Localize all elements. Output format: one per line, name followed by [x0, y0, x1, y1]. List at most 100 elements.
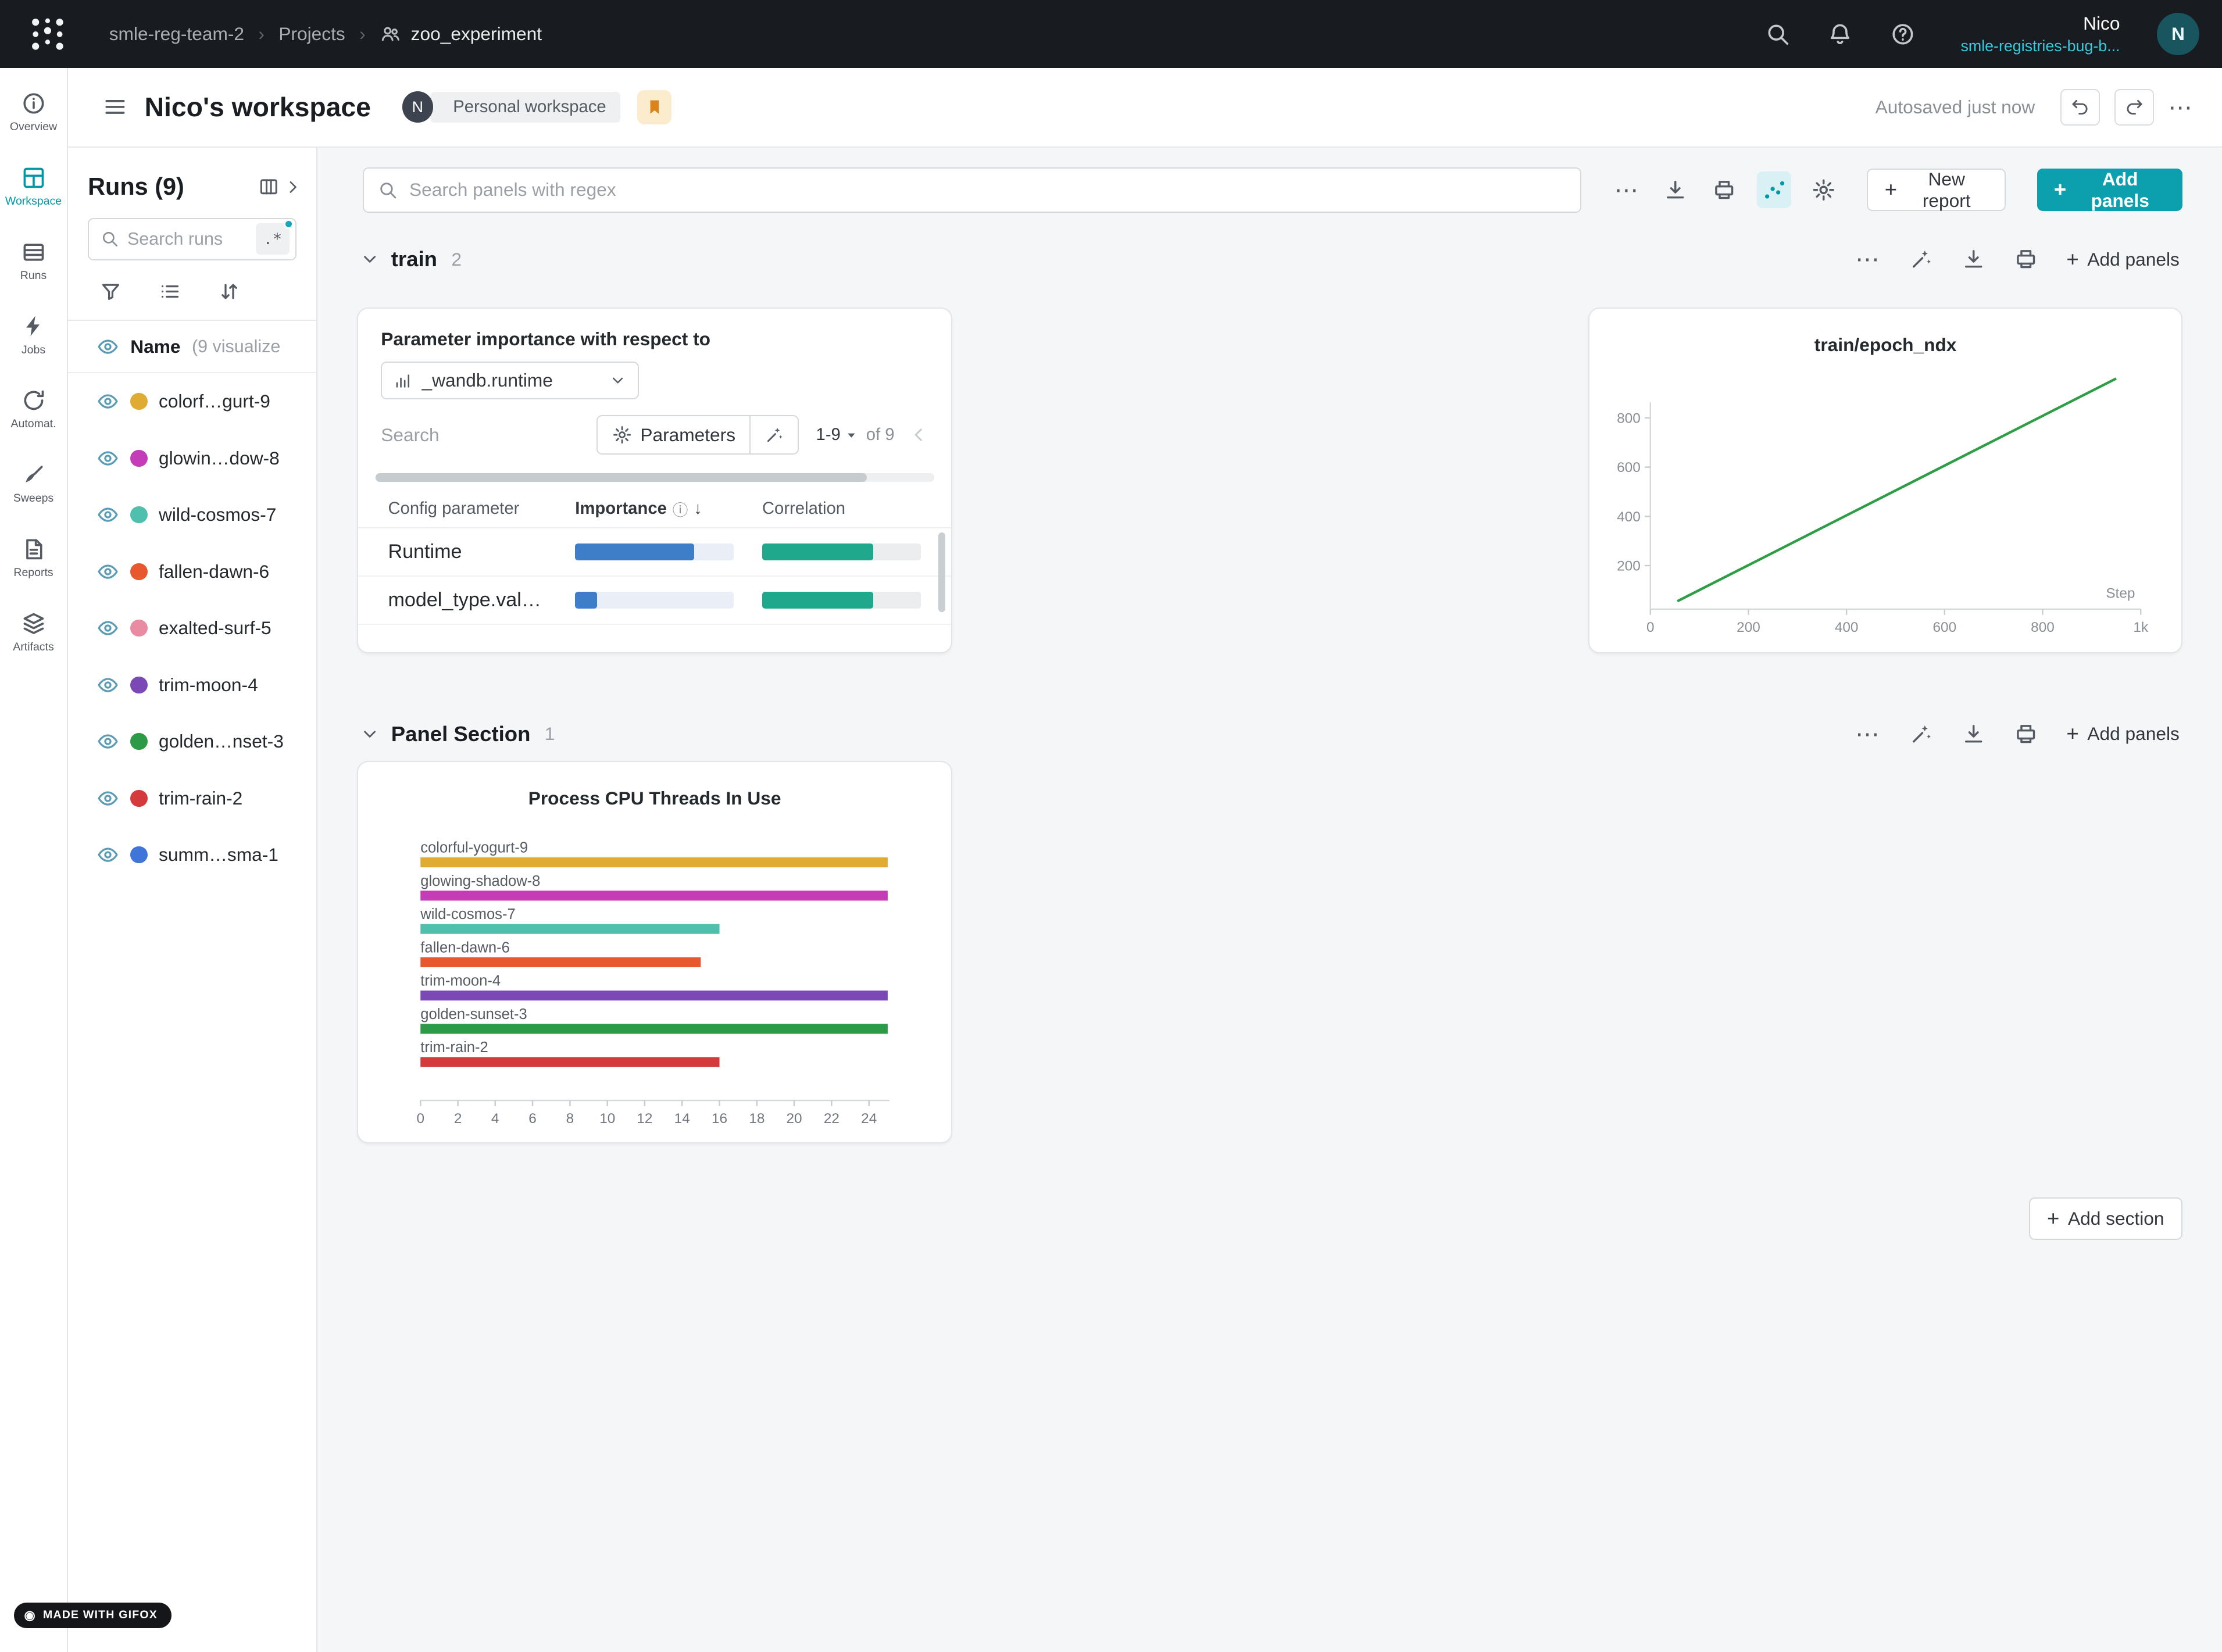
scrollbar-thumb[interactable]: [375, 473, 867, 482]
add-panels-button[interactable]: + Add panels: [2037, 169, 2182, 212]
wandb-logo-icon[interactable]: [28, 15, 67, 53]
pagination-range[interactable]: 1-9: [816, 425, 859, 445]
sort-desc-icon[interactable]: ↓: [694, 499, 702, 518]
scatter-view-icon[interactable]: [1756, 171, 1791, 209]
visibility-eye-icon[interactable]: [97, 503, 119, 526]
workspace-type-badge[interactable]: Personal workspace: [430, 92, 621, 123]
epoch-chart-panel[interactable]: train/epoch_ndx 200 400 600 800 0 200 400 600 80…: [1588, 307, 2182, 653]
menu-icon[interactable]: [102, 94, 128, 120]
parameters-button[interactable]: Parameters: [596, 415, 751, 455]
sidebar-item-jobs[interactable]: Jobs: [0, 313, 67, 356]
sidebar-item-sweeps[interactable]: Sweeps: [0, 462, 67, 505]
run-row[interactable]: colorf…gurt-9: [68, 373, 316, 430]
redo-button[interactable]: [2114, 88, 2155, 126]
pagination-prev-icon[interactable]: [909, 425, 928, 445]
correlation-column[interactable]: Correlation: [762, 499, 846, 518]
section-add-panels-button[interactable]: + Add panels: [2066, 721, 2180, 746]
cpu-threads-panel[interactable]: Process CPU Threads In Use colorful-yogu…: [357, 760, 952, 1144]
parameter-importance-panel[interactable]: Parameter importance with respect to _wa…: [357, 307, 952, 653]
export-icon[interactable]: [1660, 173, 1691, 207]
sidebar-item-overview[interactable]: Overview: [0, 91, 67, 134]
help-icon[interactable]: [1890, 22, 1916, 47]
metric-dropdown[interactable]: _wandb.runtime: [381, 361, 639, 400]
visibility-eye-icon[interactable]: [97, 674, 119, 696]
magic-wand-button[interactable]: [751, 415, 799, 455]
section-export-icon[interactable]: [1962, 247, 1985, 271]
search-runs-input[interactable]: [127, 228, 247, 249]
collapse-chevron-icon[interactable]: [360, 724, 380, 744]
visibility-eye-icon[interactable]: [97, 390, 119, 413]
vertical-scrollbar[interactable]: [938, 532, 946, 612]
gear-icon: [612, 425, 632, 445]
section-add-panels-button[interactable]: + Add panels: [2066, 246, 2180, 271]
breadcrumb-project[interactable]: zoo_experiment: [380, 23, 542, 45]
visibility-eye-icon[interactable]: [97, 730, 119, 753]
run-row[interactable]: fallen-dawn-6: [68, 543, 316, 600]
sidebar-item-reports[interactable]: Reports: [0, 537, 67, 580]
importance-column[interactable]: Importance ⓘ ↓: [575, 498, 762, 520]
search-icon[interactable]: [1765, 22, 1791, 47]
run-name: golden…nset-3: [159, 731, 284, 752]
importance-search-input[interactable]: [381, 424, 528, 446]
importance-row[interactable]: Runtime: [358, 528, 951, 577]
panel-search-input[interactable]: [409, 179, 1566, 201]
section-export-icon[interactable]: [1962, 722, 1985, 746]
runs-table-icon[interactable]: [258, 176, 280, 198]
run-row[interactable]: summ…sma-1: [68, 827, 316, 884]
run-row[interactable]: trim-moon-4: [68, 656, 316, 713]
section-wand-icon[interactable]: [1909, 247, 1933, 271]
section-more-icon[interactable]: ⋯: [1855, 720, 1881, 748]
expand-chevron-icon[interactable]: [284, 178, 302, 196]
bookmark-button[interactable]: [637, 90, 671, 124]
breadcrumb-projects[interactable]: Projects: [278, 23, 345, 44]
breadcrumb-team[interactable]: smle-reg-team-2: [109, 23, 244, 44]
run-color-dot: [130, 620, 148, 637]
team-users-icon: [380, 23, 401, 45]
visibility-eye-icon[interactable]: [97, 560, 119, 583]
new-report-button[interactable]: + New report: [1866, 169, 2006, 212]
bar-chart-icon: [394, 371, 412, 390]
notifications-bell-icon[interactable]: [1827, 22, 1853, 47]
filter-icon[interactable]: [99, 280, 122, 303]
toolbar-more-icon[interactable]: ⋯: [1614, 176, 1640, 203]
run-row[interactable]: golden…nset-3: [68, 713, 316, 770]
undo-button[interactable]: [2060, 88, 2100, 126]
doc-icon: [21, 537, 47, 562]
visibility-eye-icon[interactable]: [97, 843, 119, 866]
sidebar-item-runs[interactable]: Runs: [0, 239, 67, 283]
svg-text:400: 400: [1835, 620, 1859, 635]
auto-icon: [21, 388, 47, 413]
section-wand-icon[interactable]: [1909, 722, 1933, 746]
section-panelbank-icon[interactable]: [2014, 722, 2038, 746]
sidebar-item-workspace[interactable]: Workspace: [0, 165, 67, 208]
sort-icon[interactable]: [218, 280, 241, 303]
section-more-icon[interactable]: ⋯: [1855, 245, 1881, 273]
line-chart: 200 400 600 800 0 200 400 600 800 1k Step: [1617, 377, 2149, 635]
regex-toggle[interactable]: .*: [255, 219, 294, 255]
sidebar-item-automat[interactable]: Automat.: [0, 388, 67, 431]
config-parameter-column[interactable]: Config parameter: [388, 499, 520, 518]
section-panelbank-icon[interactable]: [2014, 247, 2038, 271]
settings-gear-icon[interactable]: [1808, 173, 1839, 207]
importance-row[interactable]: model_type.val…: [358, 577, 951, 625]
visibility-eye-icon[interactable]: [97, 447, 119, 470]
visibility-eye-icon[interactable]: [97, 617, 119, 639]
run-row[interactable]: wild-cosmos-7: [68, 487, 316, 543]
run-row[interactable]: exalted-surf-5: [68, 600, 316, 657]
sidebar-item-artifacts[interactable]: Artifacts: [0, 611, 67, 654]
toggle-all-eye-icon[interactable]: [97, 335, 119, 358]
visibility-eye-icon[interactable]: [97, 787, 119, 810]
add-section-button[interactable]: + Add section: [2028, 1197, 2182, 1240]
svg-text:fallen-dawn-6: fallen-dawn-6: [421, 940, 510, 956]
user-menu[interactable]: Nico smle-registries-bug-b...: [1960, 12, 2120, 56]
horizontal-scrollbar[interactable]: [375, 473, 934, 482]
run-row[interactable]: trim-rain-2: [68, 770, 316, 827]
group-icon[interactable]: [159, 280, 181, 303]
search-icon: [101, 230, 119, 248]
user-avatar[interactable]: N: [2156, 12, 2199, 56]
panel-bank-icon[interactable]: [1708, 173, 1739, 207]
more-options-icon[interactable]: ⋯: [2168, 93, 2194, 121]
collapse-chevron-icon[interactable]: [360, 249, 380, 269]
run-row[interactable]: glowin…dow-8: [68, 430, 316, 487]
info-icon[interactable]: ⓘ: [672, 501, 688, 519]
